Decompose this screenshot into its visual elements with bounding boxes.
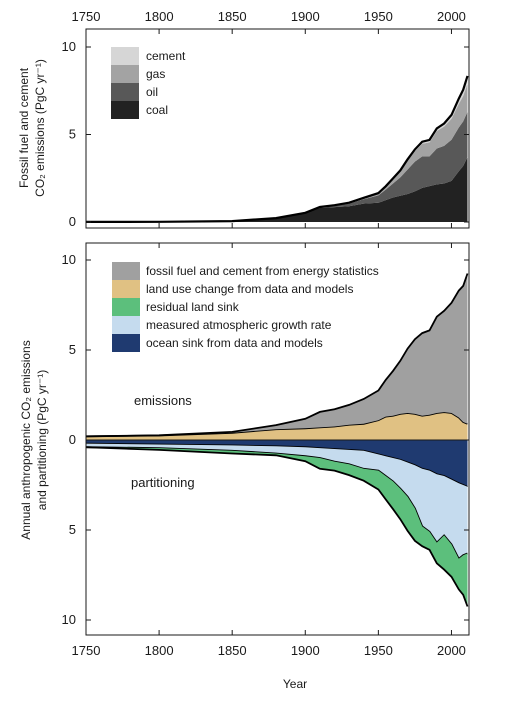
top-panel: 1750 1800 1850 1900 1950 2000 0 5 10 cement gas o… [17,9,470,229]
top-x-tick-label: 1800 [145,9,174,24]
top-x-tick-label: 1950 [364,9,393,24]
top-y-tick-label: 10 [62,39,76,54]
bottom-x-tick-label: 1950 [364,643,393,658]
top-y-axis-title-line1: Fossil fuel and cement [17,67,31,188]
top-x-tick-label: 1750 [72,9,101,24]
legend-label-oil: oil [146,85,158,99]
bottom-x-tick-label: 1900 [291,643,320,658]
legend-label-gas: gas [146,67,165,81]
bottom-legend: fossil fuel and cement from energy stati… [112,262,379,352]
top-x-tick-label: 1900 [291,9,320,24]
top-y-tick-label: 0 [69,214,76,229]
top-x-tick-label: 2000 [437,9,466,24]
legend-swatch-gas [111,65,139,83]
area-fossil-fuel-and-cement-from-energy-statistics [86,273,468,437]
bottom-y-axis: 10 5 0 5 10 [62,252,469,627]
top-x-tick-label: 1850 [218,9,247,24]
x-axis-title: Year [283,677,307,691]
legend-label-fossil-fuel-and-cement-from-energy-statistics: fossil fuel and cement from energy stati… [146,264,379,278]
top-y-tick-label: 5 [69,127,76,142]
bottom-y-axis-title-line2: and partitioning (PgC yr⁻¹) [35,370,49,510]
top-x-axis: 1750 1800 1850 1900 1950 2000 [72,9,466,228]
bottom-x-tick-label: 1800 [145,643,174,658]
bottom-x-tick-label: 2000 [437,643,466,658]
legend-swatch-fossil-fuel-and-cement-from-energy-statistics [112,262,140,280]
legend-swatch-cement [111,47,139,65]
legend-label-cement: cement [146,49,186,63]
bottom-plot-frame [85,242,470,636]
bottom-y-axis-title-line1: Annual anthropogenic CO₂ emissions [19,340,33,539]
legend-label-residual-land-sink: residual land sink [146,300,240,314]
top-plot-frame [85,28,470,229]
bottom-y-tick-label: 5 [69,522,76,537]
legend-label-land-use-change-from-data-and-models: land use change from data and models [146,282,353,296]
legend-swatch-ocean-sink-from-data-and-models [112,334,140,352]
bottom-y-tick-label: 5 [69,342,76,357]
area-ocean-sink-from-data-and-models [86,440,468,487]
bottom-y-tick-label: 10 [62,612,76,627]
boundary-residual-land-sink [85,446,469,607]
bottom-y-tick-label: 10 [62,252,76,267]
bottom-x-tick-label: 1750 [72,643,101,658]
bottom-x-tick-label: 1850 [218,643,247,658]
legend-swatch-measured-atmospheric-growth-rate [112,316,140,334]
bottom-stacked-areas [85,273,469,607]
legend-label-coal: coal [146,103,168,117]
bottom-y-tick-label: 0 [69,432,76,447]
annotation-emissions: emissions [134,393,192,408]
area-coal [86,157,468,222]
area-land-use-change-from-data-and-models [86,412,468,440]
legend-label-ocean-sink-from-data-and-models: ocean sink from data and models [146,336,323,350]
boundary-fossil-fuel-and-cement-from-energy-statistics [85,273,469,438]
legend-swatch-coal [111,101,139,119]
legend-label-measured-atmospheric-growth-rate: measured atmospheric growth rate [146,318,332,332]
top-y-axis: 0 5 10 [62,39,469,229]
top-total-outline [85,75,469,223]
top-legend: cement gas oil coal [111,47,186,119]
legend-swatch-land-use-change-from-data-and-models [112,280,140,298]
legend-swatch-oil [111,83,139,101]
bottom-x-axis: 1750 1800 1850 1900 1950 2000 [72,243,466,658]
top-stacked-areas [85,75,469,223]
legend-swatch-residual-land-sink [112,298,140,316]
annotation-partitioning: partitioning [131,475,195,490]
bottom-panel: 1750 1800 1850 1900 1950 2000 10 5 0 5 10 fossil … [19,242,470,691]
top-y-axis-title-line2: CO₂ emissions (PgC yr⁻¹) [33,59,47,197]
